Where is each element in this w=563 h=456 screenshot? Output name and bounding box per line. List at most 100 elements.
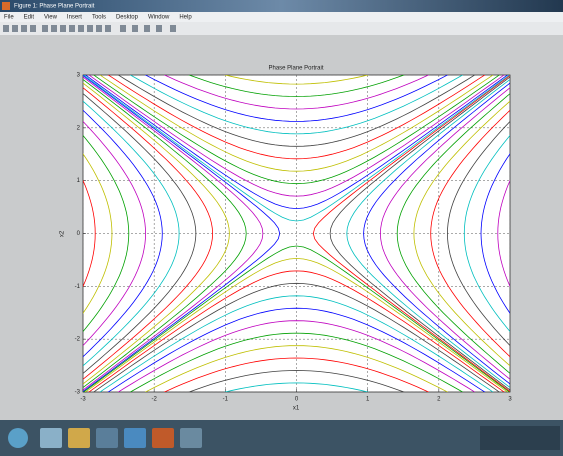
x-tick-label: 3: [508, 397, 512, 403]
trajectory: [223, 382, 370, 392]
trajectory: [396, 93, 510, 374]
menu-item[interactable]: Tools: [92, 15, 106, 21]
menu: File Edit View Insert Tools Desktop Window Help: [4, 15, 192, 21]
taskbar-app[interactable]: [68, 428, 90, 448]
trajectory: [117, 75, 476, 147]
taskbar-app[interactable]: [180, 428, 202, 448]
window-title: Figure 1: Phase Plane Portrait: [14, 4, 95, 10]
trajectory: [363, 82, 510, 385]
trajectory: [0, 75, 62, 392]
trajectory: [497, 179, 510, 288]
app-icon: [2, 2, 10, 10]
trajectory: [83, 179, 96, 288]
trajectory: [83, 93, 197, 374]
tool-button[interactable]: [132, 25, 138, 32]
trajectory: [531, 75, 563, 392]
x-tick-label: -2: [151, 397, 157, 403]
tool-button[interactable]: [3, 25, 9, 32]
y-tick-label: 0: [77, 231, 81, 237]
trajectory: [84, 257, 509, 392]
trajectory: [463, 134, 510, 333]
taskbar-app[interactable]: [96, 428, 118, 448]
trajectory: [107, 307, 486, 392]
tool-button[interactable]: [30, 25, 36, 32]
tool-button[interactable]: [144, 25, 150, 32]
trajectory: [83, 87, 214, 380]
tool-button[interactable]: [96, 25, 102, 32]
menu-item[interactable]: View: [44, 15, 58, 21]
menu-item[interactable]: Insert: [67, 15, 82, 21]
trajectory: [107, 75, 486, 160]
menu-item[interactable]: Desktop: [116, 15, 139, 21]
tool-button[interactable]: [105, 25, 111, 32]
trajectory: [83, 76, 264, 391]
trajectory: [83, 82, 230, 385]
tool-button[interactable]: [69, 25, 75, 32]
x-tick-label: 2: [437, 397, 441, 403]
trajectory: [447, 120, 510, 347]
menu-item[interactable]: Help: [179, 15, 192, 21]
x-axis-label: x1: [293, 406, 300, 412]
tool-button[interactable]: [60, 25, 66, 32]
trajectory: [188, 75, 405, 97]
tool-button[interactable]: [12, 25, 18, 32]
taskbar-app[interactable]: [124, 428, 146, 448]
trajectory: [83, 75, 281, 392]
trajectory: [83, 153, 113, 314]
trajectory: [346, 78, 510, 389]
trajectory: [88, 75, 505, 197]
chart-title: Phase Plane Portrait: [268, 66, 323, 72]
trajectory: [83, 120, 146, 347]
trajectory: [99, 75, 494, 172]
trajectory: [144, 345, 449, 392]
toolbar: [0, 22, 563, 35]
trajectory: [129, 75, 464, 135]
tool-button[interactable]: [42, 25, 48, 32]
tool-button[interactable]: [170, 25, 176, 32]
start-button[interactable]: [8, 428, 28, 448]
trajectory: [84, 75, 509, 210]
tool-button[interactable]: [156, 25, 162, 32]
trajectory: [83, 75, 510, 222]
taskbar-app[interactable]: [152, 428, 174, 448]
trajectory: [83, 134, 130, 333]
tool-button[interactable]: [21, 25, 27, 32]
y-tick-label: 3: [77, 73, 81, 79]
x-tick-label: 1: [366, 397, 370, 403]
trajectory: [0, 75, 78, 392]
y-tick-label: 2: [77, 125, 81, 131]
trajectory: [163, 75, 430, 110]
trajectory: [413, 100, 510, 367]
trajectory: [93, 75, 500, 185]
trajectory: [117, 320, 476, 392]
menu-item[interactable]: Window: [148, 15, 170, 21]
trajectory: [83, 100, 180, 367]
trajectory: [163, 357, 430, 392]
tool-button[interactable]: [120, 25, 126, 32]
trajectory: [480, 153, 510, 314]
trajectory: [312, 75, 510, 392]
trajectory: [379, 87, 510, 380]
y-tick-label: -3: [75, 390, 81, 396]
toolbar-icons: [3, 25, 176, 32]
trajectory: [93, 282, 500, 392]
tool-button[interactable]: [87, 25, 93, 32]
trajectory: [83, 109, 163, 358]
menu-item[interactable]: File: [4, 15, 14, 21]
x-tick-label: -3: [80, 397, 86, 403]
title-bar: [0, 0, 563, 12]
trajectory: [83, 245, 510, 392]
menu-bar: [0, 12, 563, 22]
tool-button[interactable]: [78, 25, 84, 32]
x-tick-label: -1: [223, 397, 229, 403]
taskbar: [0, 420, 563, 456]
tool-button[interactable]: [51, 25, 57, 32]
trajectory: [99, 295, 494, 392]
trajectory: [430, 109, 510, 358]
menu-item[interactable]: Edit: [24, 15, 35, 21]
trajectory: [88, 270, 505, 392]
taskbar-app[interactable]: [40, 428, 62, 448]
trajectory: [83, 78, 247, 389]
